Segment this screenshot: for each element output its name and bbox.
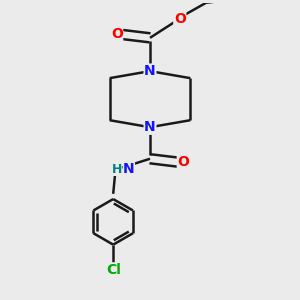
Text: N: N: [144, 120, 156, 134]
Text: Cl: Cl: [106, 263, 121, 277]
Text: O: O: [111, 27, 123, 41]
Text: O: O: [177, 155, 189, 169]
Text: H: H: [112, 163, 122, 176]
Text: O: O: [174, 12, 186, 26]
Text: N: N: [144, 64, 156, 78]
Text: N: N: [123, 162, 135, 176]
